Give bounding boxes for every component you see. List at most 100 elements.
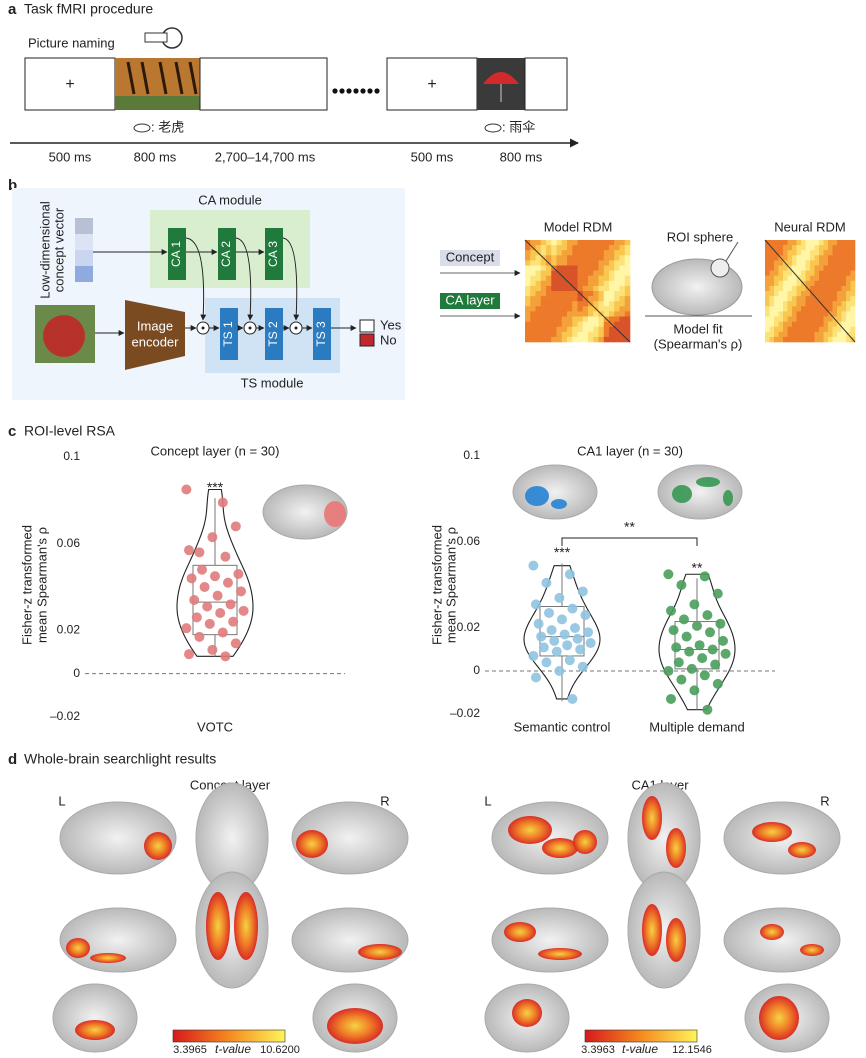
rdm-cell (792, 331, 797, 338)
rdm-cell (783, 336, 788, 343)
rdm-cell (525, 270, 531, 276)
yes-swatch (359, 319, 375, 333)
data-point (533, 618, 544, 629)
rdm-cell (837, 301, 842, 307)
activation (696, 477, 720, 487)
rdm-cell (525, 280, 531, 287)
rdm-cell (828, 260, 833, 266)
rdm-cell (614, 275, 620, 282)
rdm-cell (850, 250, 856, 256)
rdm-cell (783, 301, 788, 307)
rdm-cell (609, 285, 615, 292)
rdm-cell (561, 321, 568, 327)
rdm-cell (778, 321, 784, 327)
rdm-cell (546, 331, 552, 338)
rdm-cell (823, 285, 829, 292)
rdm-cell (828, 321, 833, 327)
rdm-cell (814, 255, 820, 261)
rdm-cell (535, 331, 542, 338)
rdm-cell (619, 260, 626, 266)
rdm-cell (814, 250, 820, 256)
panel-label: d (8, 751, 17, 768)
rdm-cell (577, 260, 584, 266)
rdm-cell (561, 301, 568, 307)
rdm-cell (593, 311, 599, 317)
data-point (567, 693, 578, 704)
colorbar (584, 1029, 698, 1043)
rdm-cell (577, 336, 584, 343)
violin (658, 573, 736, 711)
rdm-cell (567, 296, 573, 302)
rdm-cell (577, 245, 584, 251)
data-point (686, 663, 697, 674)
rdm-cell (603, 301, 610, 307)
rdm-cell (572, 331, 578, 338)
rdm-cell (765, 245, 770, 251)
rdm-cell (783, 255, 788, 261)
data-point (531, 599, 541, 610)
tiger-stripe (140, 61, 150, 95)
ts-block (313, 308, 331, 360)
rdm-cell (832, 270, 838, 276)
data-point (541, 657, 552, 668)
rdm-cell (783, 291, 788, 297)
rdm-cell (837, 275, 842, 282)
apple (43, 315, 85, 357)
data-point (220, 551, 231, 562)
rdm-cell (530, 311, 536, 317)
rdm-cell (624, 250, 631, 256)
rdm-cell (814, 291, 820, 297)
rdm-cell (778, 280, 784, 287)
data-point (720, 648, 731, 659)
rdm-cell (598, 326, 605, 333)
rdm-cell (598, 255, 605, 261)
trial-box (199, 57, 328, 111)
rdm-cell (783, 331, 788, 338)
data-point (710, 659, 721, 670)
rdm-cell (778, 311, 784, 317)
rdm-cell (769, 270, 775, 276)
rdm-cell (588, 336, 594, 343)
rdm-cell (530, 326, 536, 333)
data-point (699, 670, 710, 681)
rdm-cell (769, 250, 775, 256)
vector-cell (75, 218, 93, 234)
data-point (668, 625, 679, 636)
data-point (217, 497, 228, 508)
data-point (707, 644, 718, 655)
data-point (697, 653, 708, 664)
rdm-cell (556, 275, 563, 282)
data-point (215, 608, 226, 618)
colorbar-label: t-value (622, 1042, 658, 1056)
rdm-cell (582, 255, 589, 261)
rdm-cell (593, 331, 599, 338)
rdm-cell (832, 311, 838, 317)
rdm-cell (805, 245, 811, 251)
rdm-cell (765, 250, 770, 256)
rdm-cell (819, 336, 824, 343)
rdm-cell (551, 245, 557, 251)
activation (642, 796, 662, 840)
rdm-cell (540, 321, 547, 327)
rdm-cell (792, 265, 797, 271)
rdm-cell (603, 280, 610, 287)
activation (206, 892, 230, 960)
rdm-cell (850, 321, 856, 327)
rdm-cell (619, 255, 626, 261)
rdm-cell (805, 336, 811, 343)
rdm-cell (619, 301, 626, 307)
rdm-cell (796, 291, 802, 297)
rdm-cell (832, 240, 838, 246)
rdm-cell (792, 285, 797, 292)
x-tick-label: VOTC (197, 719, 233, 734)
rdm-cell (603, 250, 610, 256)
rdm-cell (577, 331, 584, 338)
rdm-cell (567, 336, 573, 343)
rdm-cell (609, 291, 615, 297)
data-point (554, 666, 565, 676)
data-point (223, 577, 233, 588)
rdm-cell (841, 250, 847, 256)
rdm-cell (540, 260, 547, 266)
rdm-cell (850, 280, 856, 287)
rdm-cell (846, 296, 851, 302)
